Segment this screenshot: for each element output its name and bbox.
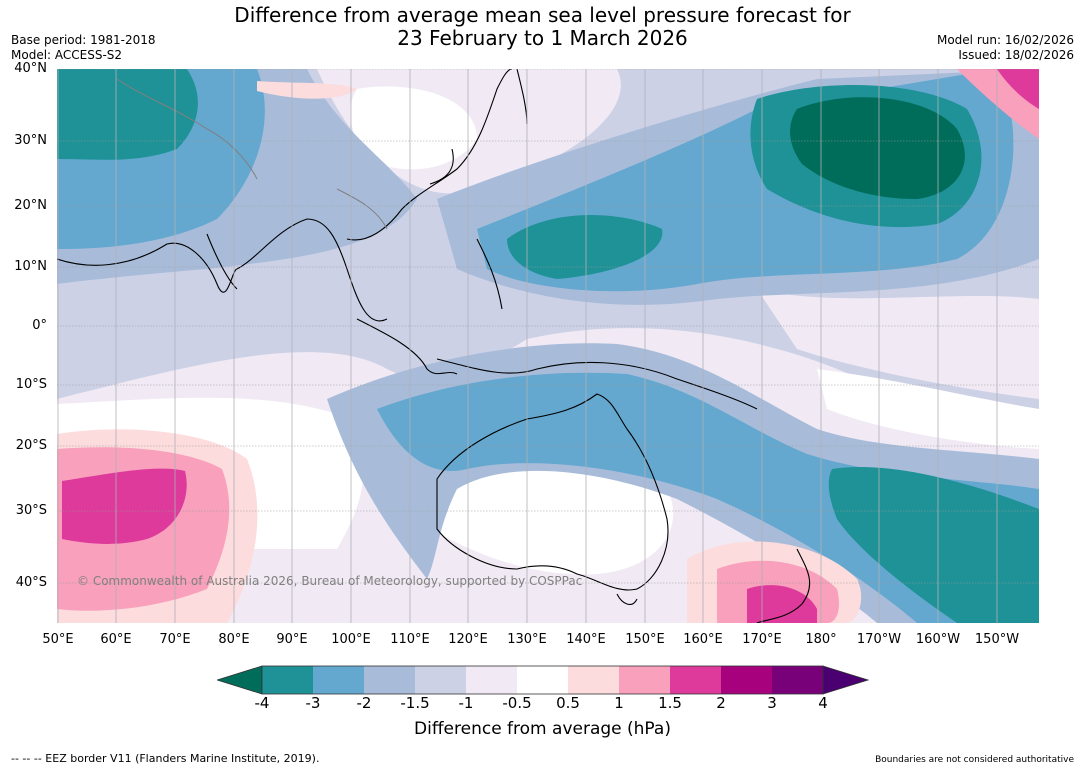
colorbar-label: Difference from average (hPa): [414, 719, 671, 739]
lat-label-40n: 40°N: [14, 61, 47, 76]
lon-label-160e: 160°E: [683, 632, 723, 647]
coast-new-zealand: [756, 548, 811, 623]
lat-label-20n: 20°N: [14, 198, 47, 213]
coast-arabia-india: [57, 242, 238, 293]
field-neg-tasman-east: [828, 467, 1039, 623]
colorbar-swatch: [466, 666, 517, 694]
colorbar-tick: -0.5: [502, 694, 532, 712]
base-period: Base period: 1981-2018: [11, 33, 156, 47]
lon-label-60e: 60°E: [100, 632, 132, 647]
eez-legend: -- -- -- EEZ border V11 (Flanders Marine…: [11, 752, 320, 765]
lat-label-20s: 20°S: [15, 438, 47, 453]
lat-label-10s: 10°S: [15, 377, 47, 392]
lon-label-140e: 140°E: [566, 632, 606, 647]
field-neg-philippine-sea: [507, 215, 663, 279]
lat-label-30n: 30°N: [14, 133, 47, 148]
lat-label-0: 0°: [32, 318, 47, 333]
field-pos-northeast-core: [997, 69, 1039, 109]
country-borders: [116, 78, 388, 230]
map-title: Difference from average mean sea level p…: [0, 4, 1085, 50]
lat-label-40s: 40°S: [15, 575, 47, 590]
colorbar-swatch: [619, 666, 670, 694]
coastlines: [57, 69, 811, 623]
border-south-asia: [116, 78, 258, 180]
field-pos-indian-3: [62, 468, 187, 544]
meridians: [57, 69, 998, 623]
lon-label-70e: 70°E: [159, 632, 191, 647]
coast-sumatra: [356, 318, 458, 375]
lon-label-80e: 80°E: [218, 632, 250, 647]
colorbar-svg: [215, 665, 870, 695]
colorbar-tick: -4: [254, 694, 270, 712]
colorbar-swatch: [670, 666, 721, 694]
lon-label-50e: 50°E: [42, 632, 74, 647]
field-pos-himalaya: [257, 81, 357, 99]
lon-label-90e: 90°E: [276, 632, 308, 647]
colorbar-tick: 1: [614, 694, 624, 712]
lon-label-170e: 170°E: [742, 632, 782, 647]
border-southeast-asia: [336, 188, 388, 230]
field-neg-northpacific-2: [790, 97, 965, 199]
pressure-anomaly-map: [57, 69, 1039, 623]
colorbar-tick: -3: [305, 694, 321, 712]
field-neg-asia-3: [57, 69, 198, 160]
colorbar: [215, 665, 870, 699]
field-light-pacific: [757, 289, 1039, 399]
colorbar-tick: 3: [767, 694, 777, 712]
field-neutral-china: [350, 86, 477, 170]
colorbar-tick: 4: [818, 694, 828, 712]
lon-label-160w: 160°W: [915, 632, 961, 647]
colorbar-tick: 0.5: [556, 694, 580, 712]
issued-date: Issued: 18/02/2026: [958, 48, 1074, 62]
coast-east-asia: [346, 69, 513, 241]
lon-label-120e: 120°E: [448, 632, 488, 647]
title-line-1: Difference from average mean sea level p…: [234, 3, 851, 27]
colorbar-tick: -2: [356, 694, 372, 712]
coast-bay-of-bengal: [236, 218, 388, 322]
colorbar-swatch: [313, 666, 364, 694]
title-line-2: 23 February to 1 March 2026: [397, 26, 688, 50]
colorbar-arrow-low: [215, 665, 263, 695]
model-run: Model run: 16/02/2026: [936, 33, 1074, 47]
colorbar-swatch: [517, 666, 568, 694]
run-info: Model run: 16/02/2026 Issued: 18/02/2026: [937, 33, 1074, 63]
colorbar-swatch: [772, 666, 823, 694]
field-pos-nz-3: [747, 585, 817, 623]
model-info: Base period: 1981-2018 Model: ACCESS-S2: [11, 33, 156, 63]
lon-label-180: 180°: [805, 632, 837, 647]
colorbar-tick: -1.5: [400, 694, 430, 712]
model-name: Model: ACCESS-S2: [11, 48, 123, 62]
copyright-notice: © Commonwealth of Australia 2026, Bureau…: [77, 574, 583, 588]
lon-label-100e: 100°E: [331, 632, 371, 647]
coast-indonesia-png: [436, 358, 758, 410]
coast-south-china: [429, 148, 454, 185]
lon-label-150w: 150°W: [974, 632, 1020, 647]
colorbar-swatch: [262, 666, 313, 694]
lon-label-170w: 170°W: [856, 632, 902, 647]
colorbar-tick: 2: [716, 694, 726, 712]
boundaries-disclaimer: Boundaries are not considered authoritat…: [875, 755, 1074, 765]
colorbar-swatch: [721, 666, 772, 694]
field-neutral-pacific: [817, 369, 1039, 449]
field-neg-southern-2: [377, 372, 1039, 623]
colorbar-tick: -1: [458, 694, 474, 712]
lat-label-10n: 10°N: [14, 259, 47, 274]
colorbar-frame: [261, 665, 824, 695]
colorbar-swatch: [364, 666, 415, 694]
coast-tasmania: [616, 593, 638, 605]
colorbar-arrow-high: [822, 665, 870, 695]
colorbar-swatch: [415, 666, 466, 694]
colorbar-swatch: [568, 666, 619, 694]
coast-philippines: [476, 238, 503, 310]
lat-label-30s: 30°S: [15, 503, 47, 518]
lon-label-150e: 150°E: [625, 632, 665, 647]
colorbar-tick: 1.5: [658, 694, 682, 712]
lon-label-130e: 130°E: [507, 632, 547, 647]
map-svg: [57, 69, 1039, 623]
lon-label-110e: 110°E: [390, 632, 430, 647]
